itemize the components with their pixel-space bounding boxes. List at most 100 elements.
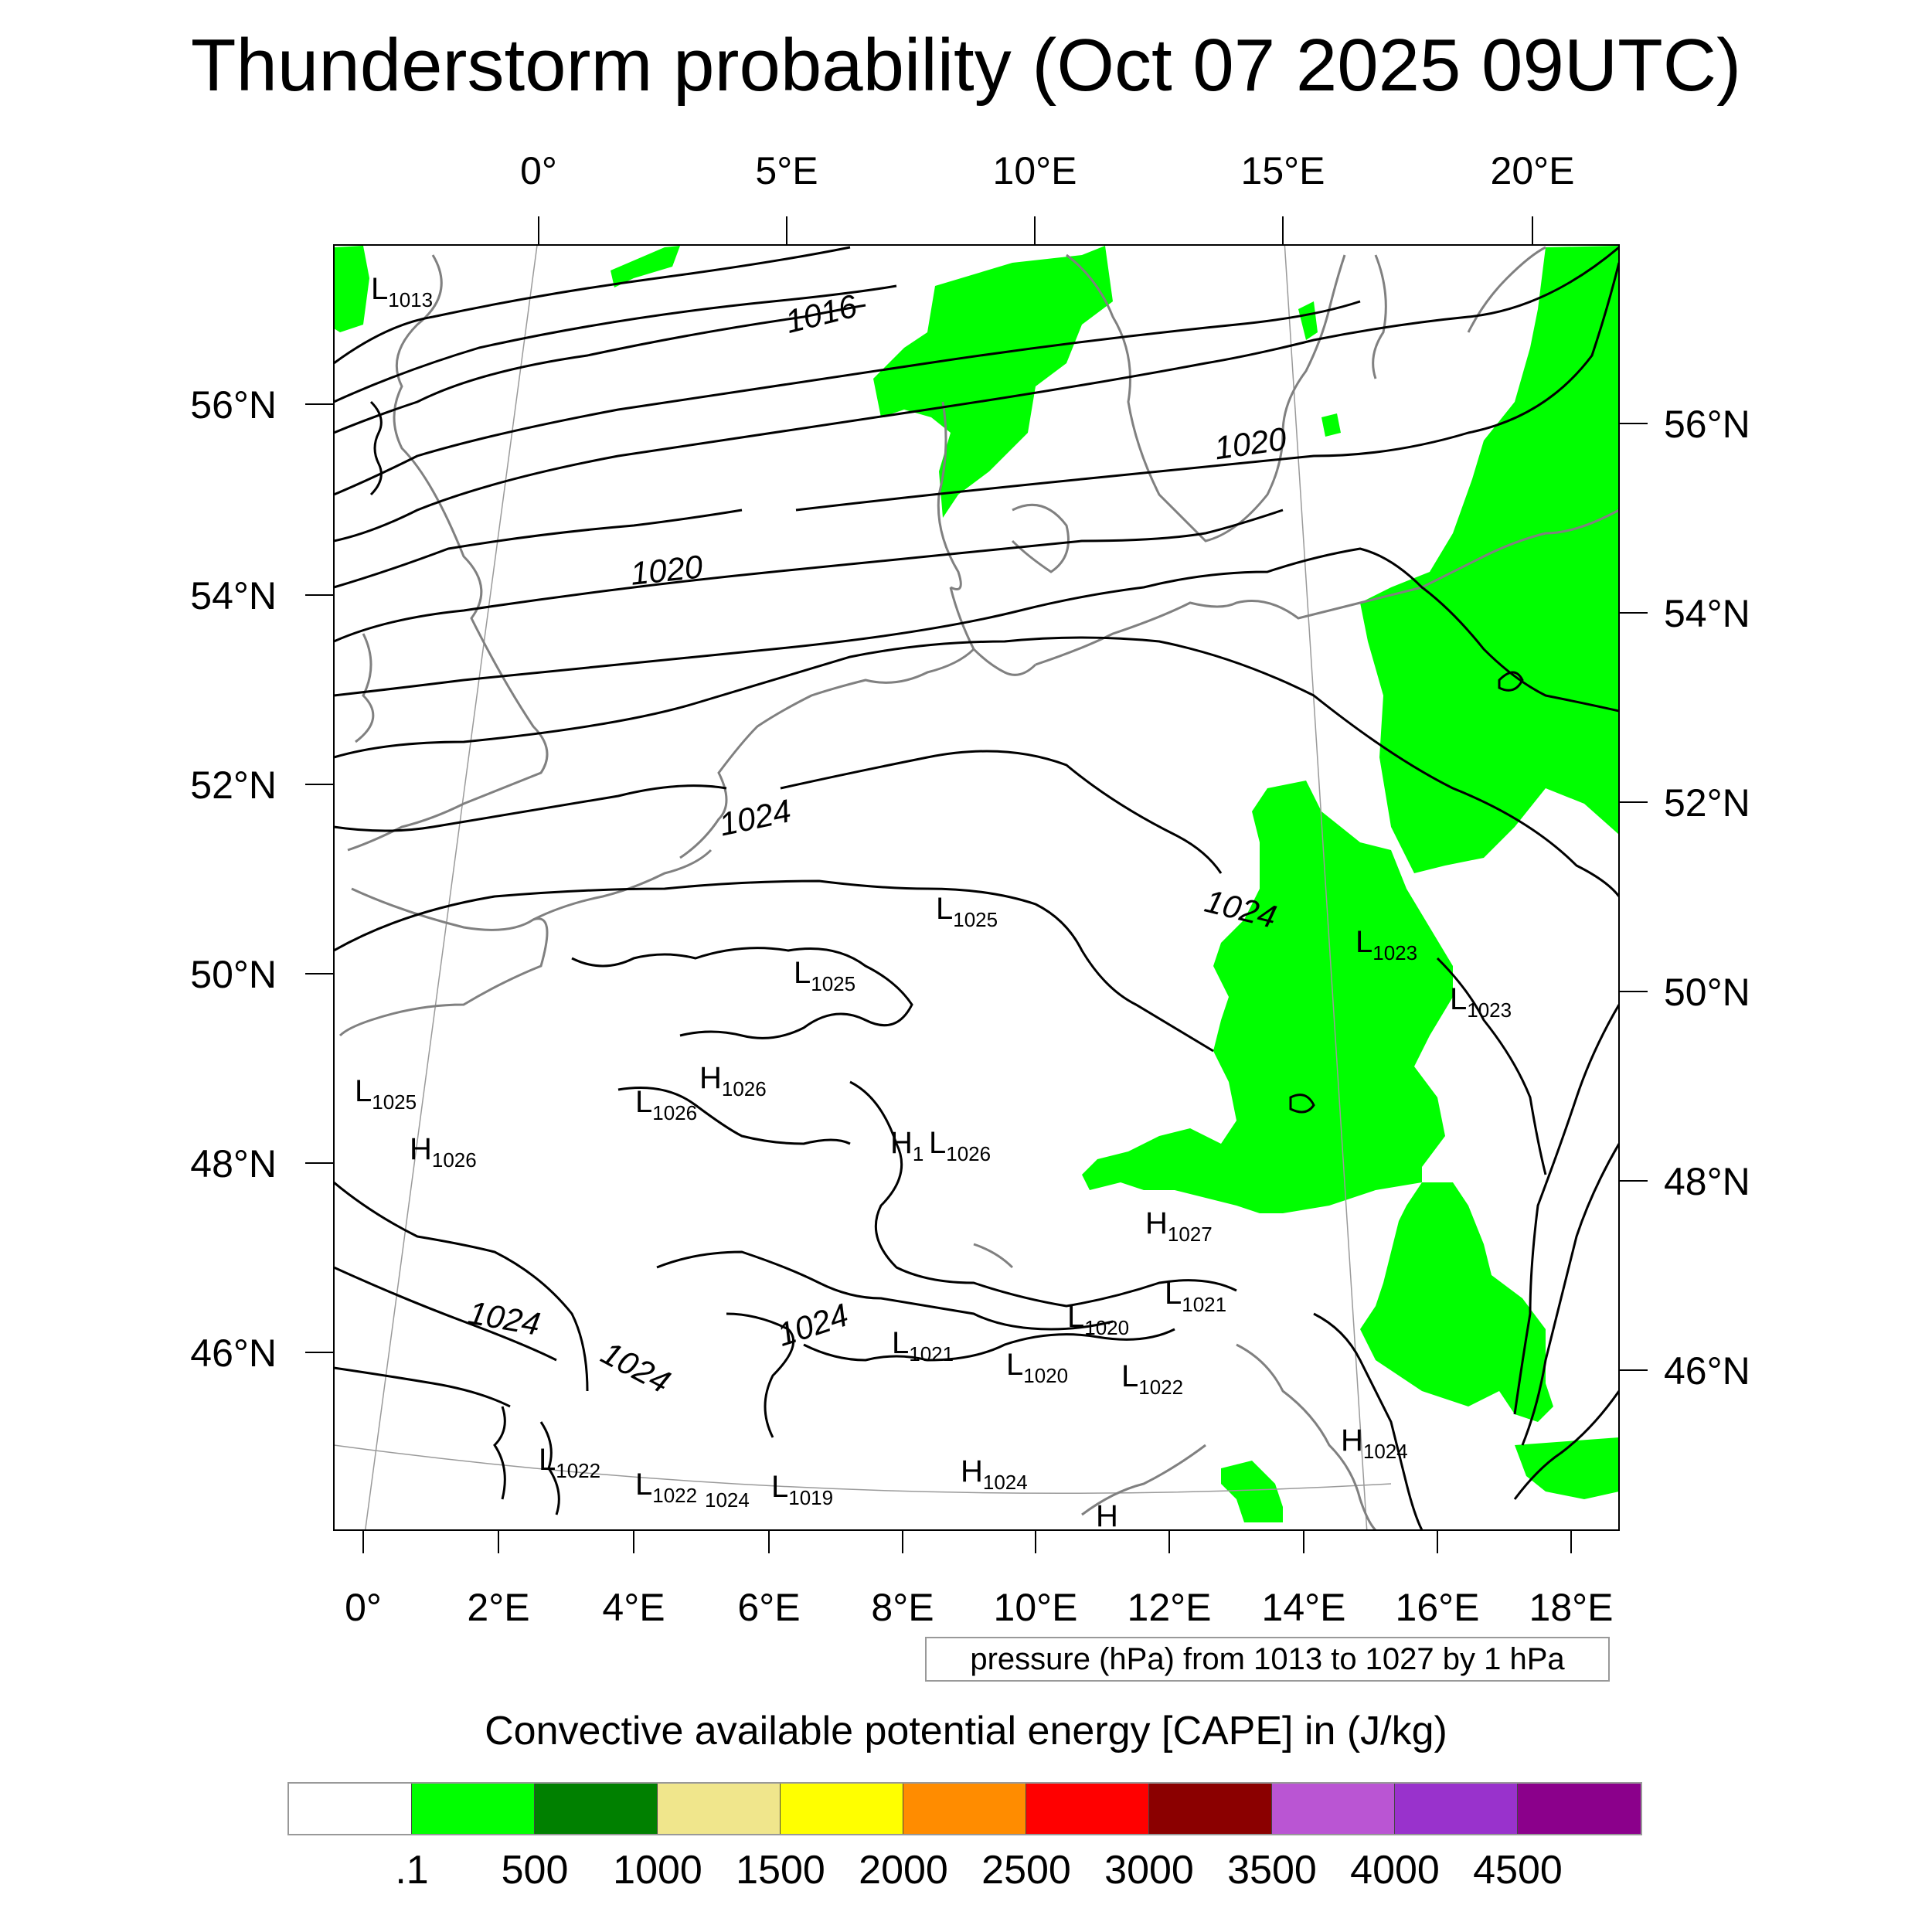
- isobar-label: 1024: [596, 1335, 677, 1400]
- coast-italy: [1081, 1444, 1206, 1516]
- pressure-center: H1027: [1145, 1206, 1213, 1246]
- pressure-center: H1026: [410, 1132, 477, 1172]
- colorbar-swatch: [781, 1784, 903, 1834]
- left-lat-label: 48°N: [190, 1142, 277, 1185]
- cape-areas: [334, 246, 1619, 1522]
- coast-baltic-east: [1467, 246, 1546, 333]
- pressure-center: L1023: [1355, 925, 1417, 964]
- right-lat-labels: 56°N 54°N 52°N 50°N 48°N 46°N: [1664, 403, 1750, 1393]
- pressure-centers: L1013 L1025 L1025 L1023 L1023 L1025 H102…: [355, 272, 1512, 1533]
- coast-danish-islands: [1011, 503, 1070, 573]
- coast-britain-inner: [355, 633, 375, 743]
- coast-gotland: [1372, 254, 1387, 379]
- colorbar-swatch: [1395, 1784, 1518, 1834]
- bottom-lon-label: 16°E: [1396, 1586, 1480, 1629]
- isobar-label: 1020: [629, 548, 705, 592]
- isobar-label: 1024: [716, 792, 794, 842]
- coast-baltic-south: [1035, 509, 1619, 666]
- colorbar-swatch: [903, 1784, 1026, 1834]
- bottom-lon-label: 6°E: [737, 1586, 800, 1629]
- bottom-lon-label: 10°E: [994, 1586, 1078, 1629]
- small-isobar-label: 1024: [705, 1488, 750, 1512]
- coast-sweden: [1066, 253, 1346, 543]
- pressure-center: L1026: [635, 1085, 697, 1124]
- coast-britain: [347, 254, 549, 852]
- colorbar-swatch: [658, 1784, 781, 1834]
- coast-alps-lake: [973, 1243, 1014, 1269]
- top-lon-label: 10°E: [993, 149, 1077, 192]
- isobar-label: 1024: [465, 1294, 543, 1342]
- pressure-center: L1023: [1450, 982, 1512, 1022]
- left-lat-label: 46°N: [190, 1332, 277, 1375]
- cape-area-north-sea: [611, 246, 680, 287]
- colorbar-swatch: [412, 1784, 535, 1834]
- colorbar-label: 4000: [1350, 1848, 1440, 1893]
- colorbar-swatch: [1149, 1784, 1272, 1834]
- pressure-center: L1019: [771, 1470, 833, 1509]
- colorbar: [287, 1782, 1642, 1835]
- pressure-center: L1022: [635, 1468, 697, 1507]
- right-lat-label: 56°N: [1664, 403, 1750, 446]
- bottom-lon-label: 18°E: [1529, 1586, 1614, 1629]
- colorbar-title: Convective available potential energy [C…: [485, 1709, 1447, 1753]
- graticule: [334, 245, 1392, 1530]
- pressure-center: H1024: [961, 1454, 1028, 1494]
- coast-france: [338, 887, 549, 1037]
- isobar-label: 1024: [773, 1296, 852, 1353]
- bottom-lon-label: 14°E: [1262, 1586, 1346, 1629]
- coast-adriatic: [1236, 1343, 1377, 1530]
- pressure-center: L1020: [1006, 1348, 1068, 1387]
- pressure-center: L1020: [1067, 1300, 1129, 1339]
- colorbar-swatch: [1518, 1784, 1641, 1834]
- coast-german-bight: [949, 587, 1037, 676]
- coast-channel: [532, 849, 713, 921]
- bottom-lon-label: 12°E: [1128, 1586, 1212, 1629]
- left-lat-label: 52°N: [190, 764, 277, 807]
- colorbar-swatch: [289, 1784, 412, 1834]
- right-lat-label: 50°N: [1664, 971, 1750, 1014]
- cape-area-baltic-speck: [1298, 301, 1318, 340]
- right-lat-label: 46°N: [1664, 1349, 1750, 1393]
- pressure-center: H1: [890, 1126, 923, 1165]
- tick-marks: [305, 216, 1648, 1553]
- bottom-lon-label: 0°: [345, 1586, 382, 1629]
- cape-area-west-edge: [334, 246, 369, 332]
- cape-area-central-europe: [1082, 781, 1453, 1213]
- pressure-center: L1022: [539, 1443, 600, 1482]
- isobars: [334, 246, 1619, 1530]
- right-lat-label: 52°N: [1664, 781, 1750, 825]
- cape-area-denmark: [873, 246, 1113, 518]
- top-lon-label: 15°E: [1241, 149, 1325, 192]
- cape-area-balkan: [1515, 1437, 1619, 1499]
- bottom-lon-label: 2°E: [467, 1586, 529, 1629]
- pressure-center: H1026: [699, 1061, 767, 1100]
- colorbar-swatch: [535, 1784, 658, 1834]
- isobar-label: 1016: [781, 287, 861, 340]
- map-title: Thunderstorm probability (Oct 07 2025 09…: [190, 24, 1742, 107]
- cape-area-poland: [1360, 246, 1619, 873]
- coast-jutland: [937, 401, 962, 590]
- bottom-lon-labels: 0° 2°E 4°E 6°E 8°E 10°E 12°E 14°E 16°E 1…: [345, 1586, 1613, 1629]
- top-lon-labels: 0° 5°E 10°E 15°E 20°E: [520, 149, 1574, 192]
- colorbar-label: 2000: [859, 1848, 948, 1893]
- right-lat-label: 54°N: [1664, 592, 1750, 635]
- colorbar-label: .1: [395, 1848, 429, 1893]
- colorbar-label: 3000: [1104, 1848, 1194, 1893]
- left-lat-label: 50°N: [190, 953, 277, 996]
- colorbar-label: 1500: [736, 1848, 825, 1893]
- colorbar-label: 3500: [1227, 1848, 1317, 1893]
- pressure-center: H: [1096, 1499, 1118, 1533]
- pressure-center: L1025: [794, 956, 855, 995]
- top-lon-label: 0°: [520, 149, 557, 192]
- bottom-lon-label: 4°E: [602, 1586, 665, 1629]
- colorbar-labels: .1 500 1000 1500 2000 2500 3000 3500 4000 4500: [0, 1847, 1932, 1893]
- map-frame: [333, 244, 1620, 1531]
- top-lon-label: 20°E: [1491, 149, 1575, 192]
- right-lat-label: 48°N: [1664, 1160, 1750, 1203]
- pressure-center: L1013: [371, 272, 433, 311]
- pressure-center: H1024: [1341, 1423, 1408, 1463]
- pressure-center: L1022: [1121, 1359, 1183, 1399]
- pressure-center: L1021: [1165, 1277, 1226, 1316]
- colorbar-label: 4500: [1473, 1848, 1563, 1893]
- cape-area-pannonia: [1360, 1182, 1553, 1422]
